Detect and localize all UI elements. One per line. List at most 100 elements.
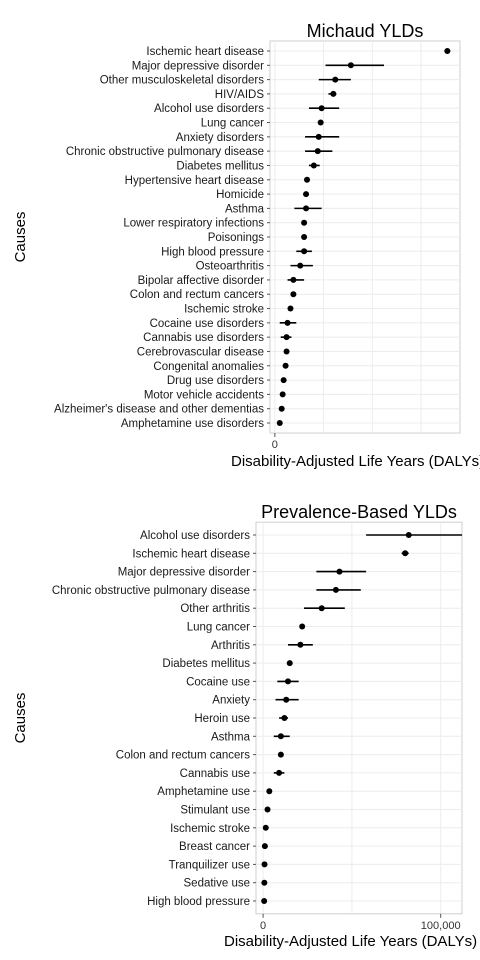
data-point [402, 550, 409, 557]
category-label: Asthma [225, 203, 265, 215]
x-axis-label: Disability-Adjusted Life Years (DALYs) [231, 453, 480, 470]
category-label: Alzheimer's disease and other dementias [54, 404, 264, 416]
category-label: Colon and rectum cancers [116, 750, 250, 762]
data-point [262, 824, 269, 831]
data-point [297, 262, 304, 269]
x-axis-ticks: 0 [272, 433, 278, 451]
category-label: Alcohol use disorders [140, 530, 250, 542]
data-point [301, 219, 308, 226]
data-point [261, 879, 268, 886]
category-label: Lung cancer [201, 118, 264, 130]
category-label: Bipolar affective disorder [138, 275, 265, 287]
x-tick-label: 100,000 [421, 920, 461, 932]
data-point [301, 248, 308, 255]
category-label: Congenital anomalies [153, 361, 264, 373]
data-point [264, 806, 271, 813]
data-point [277, 733, 284, 740]
data-point [278, 405, 285, 412]
data-point [304, 176, 311, 183]
data-point [261, 861, 268, 868]
x-axis-label: Disability-Adjusted Life Years (DALYs) [224, 933, 477, 950]
data-point [286, 660, 293, 667]
data-point [277, 751, 284, 758]
panel-michaud: Ischemic heart disease Major depressive d… [12, 21, 480, 470]
data-point [282, 362, 289, 369]
category-label: Amphetamine use disorders [121, 418, 264, 430]
category-label: Sedative use [184, 878, 251, 890]
data-point [280, 377, 287, 384]
category-label: Cocaine use [186, 676, 250, 688]
panel-prevalence: Alcohol use disorders Ischemic heart dise… [12, 502, 477, 950]
data-point [290, 291, 297, 298]
data-point [261, 898, 268, 904]
category-label: Diabetes mellitus [162, 658, 250, 670]
chart-title: Michaud YLDs [307, 21, 424, 41]
category-label: Motor vehicle accidents [144, 389, 264, 401]
category-labels: Alcohol use disorders Ischemic heart dise… [52, 530, 256, 908]
data-point [276, 769, 283, 776]
data-point [303, 205, 310, 212]
y-axis-label: Causes [12, 693, 29, 744]
data-point [276, 420, 283, 426]
category-label: Drug use disorders [167, 375, 264, 387]
data-point [330, 90, 337, 97]
category-label: Other arthritis [180, 603, 250, 615]
data-point [284, 678, 291, 685]
category-label: Cannabis use disorders [143, 332, 264, 344]
data-point [317, 119, 324, 126]
data-point [281, 715, 288, 721]
data-point [314, 148, 321, 155]
category-label: Tranquilizer use [169, 859, 250, 871]
data-point [336, 568, 343, 575]
data-point [266, 788, 273, 795]
chart-title: Prevalence-Based YLDs [261, 502, 457, 522]
category-label: Alcohol use disorders [154, 103, 264, 115]
category-label: Ischemic heart disease [132, 548, 250, 560]
category-label: Ischemic stroke [184, 304, 264, 316]
data-point [287, 305, 294, 312]
data-point [297, 641, 304, 648]
category-label: Lung cancer [187, 622, 250, 634]
data-point [303, 191, 310, 198]
category-label: High blood pressure [161, 246, 264, 258]
data-point [283, 348, 290, 355]
category-label: Cocaine use disorders [150, 318, 265, 330]
category-label: Colon and rectum cancers [130, 289, 264, 301]
category-label: Ischemic heart disease [146, 46, 264, 58]
data-point [315, 133, 322, 140]
y-axis-label: Causes [12, 212, 29, 263]
data-point [283, 334, 290, 341]
category-label: Poisonings [208, 232, 265, 244]
data-point [332, 586, 339, 593]
category-label: Cannabis use [180, 768, 250, 780]
data-point [347, 62, 354, 69]
category-label: Chronic obstructive pulmonary disease [66, 146, 264, 158]
category-label: Major depressive disorder [132, 60, 264, 72]
data-point [301, 234, 308, 240]
data-point [261, 843, 268, 850]
data-point [444, 48, 451, 54]
data-point [318, 605, 325, 612]
category-label: Diabetes mellitus [176, 160, 264, 172]
category-label: Chronic obstructive pulmonary disease [52, 585, 250, 597]
data-point [310, 162, 317, 169]
data-point [279, 391, 286, 398]
category-label: Major depressive disorder [118, 567, 250, 579]
category-label: Asthma [211, 731, 251, 743]
data-point [284, 319, 291, 326]
category-label: Osteoarthritis [196, 261, 265, 273]
category-label: Ischemic stroke [170, 823, 250, 835]
category-label: Other musculoskeletal disorders [100, 75, 265, 87]
category-label: Anxiety [212, 695, 250, 707]
category-label: Lower respiratory infections [123, 218, 264, 230]
category-label: Amphetamine use [157, 786, 250, 798]
data-point [318, 105, 325, 112]
data-marks [276, 48, 451, 426]
category-label: Cerebrovascular disease [137, 346, 264, 358]
data-marks [261, 532, 462, 904]
x-axis-ticks: 0 100,000 [260, 913, 461, 932]
x-tick-label: 0 [272, 439, 278, 451]
category-label: Arthritis [211, 640, 250, 652]
